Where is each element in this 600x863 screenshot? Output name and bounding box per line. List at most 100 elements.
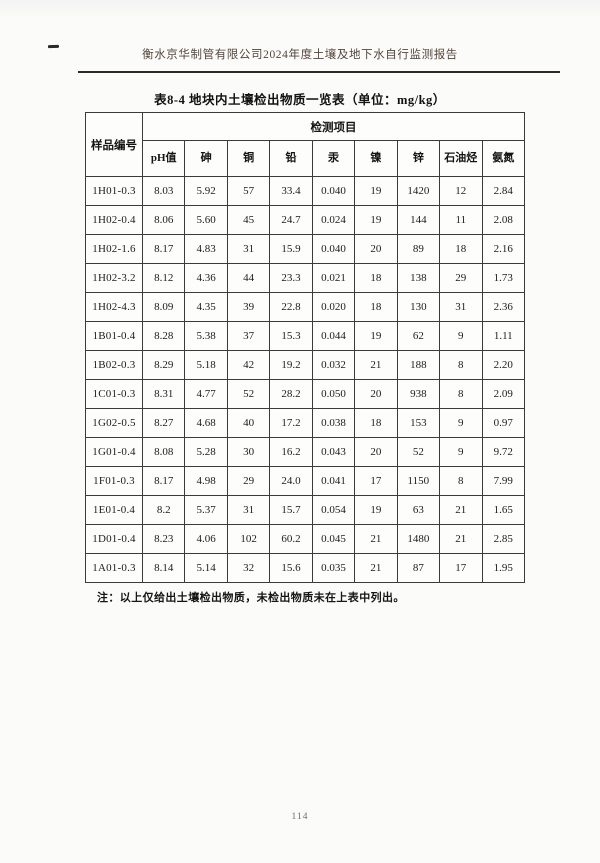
value-cell: 21 — [354, 553, 398, 583]
value-cell: 0.021 — [311, 263, 356, 293]
value-cell: 18 — [439, 234, 483, 264]
value-cell: 22.8 — [269, 292, 313, 322]
column-header: 氨氮 — [481, 140, 525, 177]
value-cell: 87 — [396, 553, 441, 583]
value-cell: 29 — [439, 263, 483, 293]
value-cell: 0.020 — [311, 292, 356, 322]
value-cell: 44 — [226, 263, 271, 293]
value-cell: 19 — [354, 495, 398, 525]
value-cell: 7.99 — [481, 466, 525, 496]
sample-id-cell: 1H01-0.3 — [85, 176, 143, 206]
value-cell: 21 — [354, 350, 398, 380]
value-cell: 4.36 — [184, 263, 228, 293]
value-cell: 40 — [226, 408, 271, 438]
value-cell: 8 — [439, 350, 483, 380]
value-cell: 4.06 — [184, 524, 228, 554]
value-cell: 12 — [439, 176, 483, 206]
value-cell: 188 — [396, 350, 441, 380]
sample-id-cell: 1H02-0.4 — [85, 205, 143, 235]
value-cell: 0.035 — [311, 553, 356, 583]
value-cell: 4.77 — [184, 379, 228, 409]
value-cell: 0.050 — [311, 379, 356, 409]
value-cell: 30 — [226, 437, 271, 467]
value-cell: 52 — [226, 379, 271, 409]
value-cell: 17 — [439, 553, 483, 583]
value-cell: 20 — [354, 437, 398, 467]
value-cell: 29 — [226, 466, 271, 496]
value-cell: 21 — [439, 495, 483, 525]
sample-id-cell: 1H02-3.2 — [85, 263, 143, 293]
value-cell: 1.73 — [481, 263, 525, 293]
page-number: 114 — [291, 812, 309, 822]
column-header: 汞 — [311, 140, 356, 177]
value-cell: 5.14 — [184, 553, 228, 583]
sample-id-cell: 1D01-0.4 — [85, 524, 143, 554]
value-cell: 39 — [226, 292, 271, 322]
value-cell: 8.17 — [141, 234, 186, 264]
sample-id-cell: 1B01-0.4 — [85, 321, 143, 351]
value-cell: 52 — [396, 437, 441, 467]
column-header: 铅 — [269, 140, 313, 177]
value-cell: 4.83 — [184, 234, 228, 264]
table-row: 1H02-0.4 8.06 5.60 45 24.7 0.024 19 144 11 2.08 — [85, 205, 525, 235]
value-cell: 0.043 — [311, 437, 356, 467]
table-row: 1G02-0.5 8.27 4.68 40 17.2 0.038 18 153 9 0.97 — [85, 408, 525, 438]
value-cell: 8.27 — [141, 408, 186, 438]
value-cell: 18 — [354, 292, 398, 322]
column-header: 铜 — [226, 140, 271, 177]
value-cell: 21 — [354, 524, 398, 554]
value-cell: 42 — [226, 350, 271, 380]
value-cell: 18 — [354, 263, 398, 293]
value-cell: 8.08 — [141, 437, 186, 467]
value-cell: 144 — [396, 205, 441, 235]
table-row: 1D01-0.4 8.23 4.06 102 60.2 0.045 21 1480 21 2.85 — [85, 524, 525, 554]
value-cell: 8.09 — [141, 292, 186, 322]
table-row: 1C01-0.3 8.31 4.77 52 28.2 0.050 20 938 8 2.09 — [85, 379, 525, 409]
sample-id-cell: 1G01-0.4 — [85, 437, 143, 467]
value-cell: 4.35 — [184, 292, 228, 322]
value-cell: 8.03 — [141, 176, 186, 206]
value-cell: 45 — [226, 205, 271, 235]
sample-id-cell: 1B02-0.3 — [85, 350, 143, 380]
value-cell: 9 — [439, 321, 483, 351]
value-cell: 102 — [226, 524, 271, 554]
value-cell: 5.60 — [184, 205, 228, 235]
value-cell: 5.92 — [184, 176, 228, 206]
value-cell: 19.2 — [269, 350, 313, 380]
table-title: 表8-4 地块内土壤检出物质一览表（单位：mg/kg） — [154, 93, 446, 107]
value-cell: 31 — [439, 292, 483, 322]
value-cell: 60.2 — [269, 524, 313, 554]
table-row: 1B02-0.3 8.29 5.18 42 19.2 0.032 21 188 8 2.20 — [85, 350, 525, 380]
value-cell: 1480 — [396, 524, 441, 554]
value-cell: 11 — [439, 205, 483, 235]
value-cell: 15.9 — [269, 234, 313, 264]
value-cell: 17.2 — [269, 408, 313, 438]
value-cell: 31 — [226, 495, 271, 525]
value-cell: 0.054 — [311, 495, 356, 525]
value-cell: 5.37 — [184, 495, 228, 525]
value-cell: 8.28 — [141, 321, 186, 351]
value-cell: 2.16 — [481, 234, 525, 264]
column-header: 锌 — [396, 140, 441, 177]
value-cell: 8.29 — [141, 350, 186, 380]
table-row: 1H02-3.2 8.12 4.36 44 23.3 0.021 18 138 29 1.73 — [85, 263, 525, 293]
value-cell: 0.040 — [311, 234, 356, 264]
value-cell: 0.045 — [311, 524, 356, 554]
sample-id-cell: 1E01-0.4 — [85, 495, 143, 525]
value-cell: 5.28 — [184, 437, 228, 467]
value-cell: 938 — [396, 379, 441, 409]
value-cell: 1150 — [396, 466, 441, 496]
value-cell: 1420 — [396, 176, 441, 206]
value-cell: 62 — [396, 321, 441, 351]
column-header: 石油烃 — [439, 140, 483, 177]
value-cell: 21 — [439, 524, 483, 554]
sample-id-cell: 1A01-0.3 — [85, 553, 143, 583]
table-note: 注：以上仅给出土壤检出物质，未检出物质未在上表中列出。 — [97, 592, 405, 604]
value-cell: 16.2 — [269, 437, 313, 467]
value-cell: 8.23 — [141, 524, 186, 554]
value-cell: 8 — [439, 379, 483, 409]
value-cell: 9 — [439, 437, 483, 467]
value-cell: 0.024 — [311, 205, 356, 235]
column-header: 镍 — [354, 140, 398, 177]
value-cell: 15.7 — [269, 495, 313, 525]
